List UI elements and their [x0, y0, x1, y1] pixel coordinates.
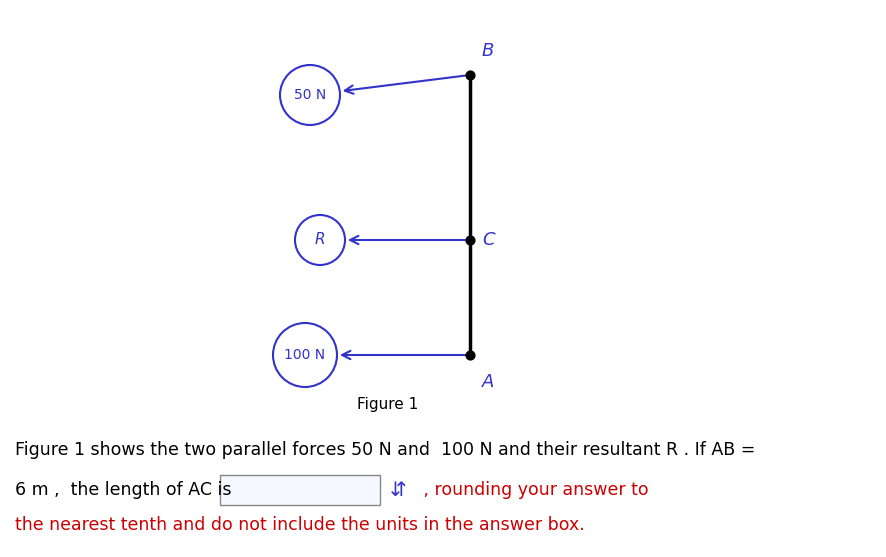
Point	[462, 71, 477, 80]
Text: C: C	[482, 231, 494, 249]
Text: B: B	[482, 42, 494, 60]
Text: the nearest tenth and do not include the units in the answer box.: the nearest tenth and do not include the…	[15, 516, 585, 534]
Text: 50 N: 50 N	[294, 88, 326, 102]
Text: 100 N: 100 N	[284, 348, 325, 362]
Text: R: R	[315, 232, 325, 247]
Text: 6 m ,  the length of AC is: 6 m , the length of AC is	[15, 481, 231, 499]
Text: A: A	[482, 373, 494, 391]
FancyBboxPatch shape	[220, 475, 380, 505]
Text: , rounding your answer to: , rounding your answer to	[418, 481, 649, 499]
Text: Figure 1 shows the two parallel forces 50 N and  100 N and their resultant R . I: Figure 1 shows the two parallel forces 5…	[15, 441, 756, 459]
Point	[462, 350, 477, 359]
Text: Figure 1: Figure 1	[357, 398, 418, 413]
Text: ⇵: ⇵	[390, 481, 407, 500]
Point	[462, 236, 477, 245]
